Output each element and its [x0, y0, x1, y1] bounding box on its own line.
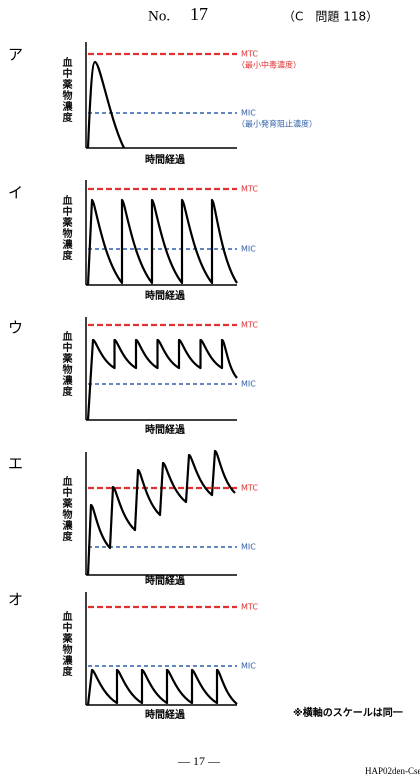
mic-label: MIC	[241, 380, 256, 389]
x-axis-label: 時間経過	[145, 153, 186, 166]
y-axis-label: 血中薬物濃度	[60, 57, 71, 123]
concentration-curve	[86, 338, 238, 421]
x-axis-label: 時間経過	[145, 423, 186, 436]
mic-label: MIC	[241, 662, 256, 671]
concentration-curve	[86, 449, 236, 576]
mtc-label: MTC	[241, 321, 258, 330]
mic-note: （最小発育阻止濃度）	[237, 119, 317, 129]
mic-label: MIC	[241, 245, 256, 254]
question: （C 問題 118）	[283, 10, 378, 24]
mtc-label: MTC	[241, 50, 258, 59]
mic-label: MIC	[241, 109, 256, 118]
footer-page: — 17 —	[177, 754, 221, 768]
concentration-curve	[86, 668, 238, 706]
y-axis-label: 血中薬物濃度	[60, 475, 71, 542]
note: ※横軸のスケールは同一	[293, 706, 403, 719]
panel-label: ア	[8, 46, 23, 64]
panel-label: イ	[8, 184, 23, 202]
x-axis-label: 時間経過	[145, 708, 186, 721]
mtc-note: （最小中毒濃度）	[237, 60, 301, 70]
y-axis-label: 血中薬物濃度	[60, 330, 71, 397]
concentration-curve	[86, 198, 238, 286]
panel-label: エ	[8, 455, 23, 473]
x-axis-label: 時間経過	[145, 289, 186, 302]
no-label: No.	[148, 8, 170, 24]
page-number: 17	[190, 4, 208, 24]
concentration-curve	[86, 60, 125, 149]
panel-label: オ	[8, 591, 23, 609]
y-axis-label: 血中薬物濃度	[60, 194, 71, 261]
panel-label: ウ	[8, 319, 23, 337]
mtc-label: MTC	[241, 185, 258, 194]
mtc-label: MTC	[241, 603, 258, 612]
mtc-label: MTC	[241, 484, 258, 493]
mic-label: MIC	[241, 543, 256, 552]
y-axis-label: 血中薬物濃度	[60, 610, 71, 677]
x-axis-label: 時間経過	[145, 574, 186, 587]
footer-code: HAP02den-Cse-21	[365, 766, 420, 776]
